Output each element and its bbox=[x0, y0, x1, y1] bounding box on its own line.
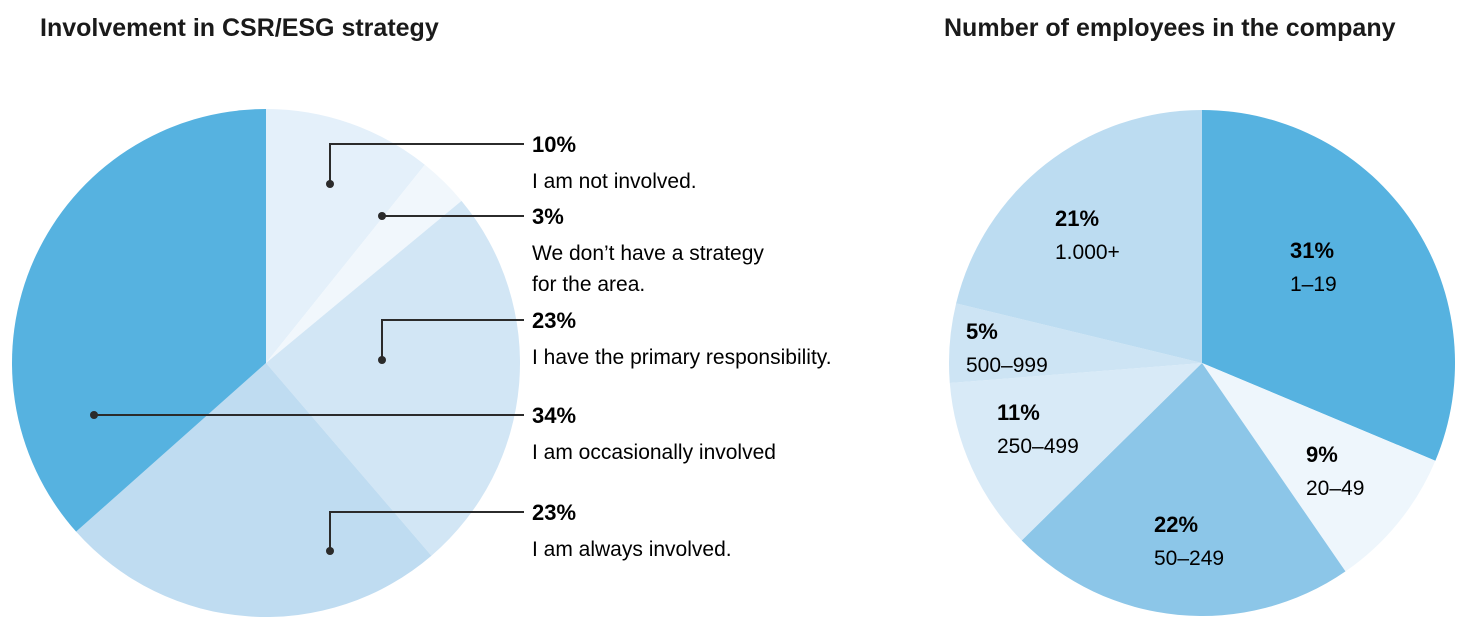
involvement-leader-line-2 bbox=[381, 319, 524, 360]
involvement-category-label-1-1: for the area. bbox=[532, 273, 645, 296]
employees-category-label-1: 20–49 bbox=[1306, 477, 1364, 500]
employees-slice-2 bbox=[1021, 363, 1346, 616]
employees-slice-5 bbox=[956, 110, 1202, 363]
employees-category-label-4: 500–999 bbox=[966, 354, 1048, 377]
involvement-category-label-1-0: We don’t have a strategy bbox=[532, 242, 764, 265]
employees-pct-label-2: 22% bbox=[1154, 512, 1198, 537]
employees-slice-3 bbox=[949, 363, 1202, 541]
involvement-pct-label-2: 23% bbox=[532, 308, 576, 333]
employees-category-label-3: 250–499 bbox=[997, 435, 1079, 458]
involvement-pct-label-4: 34% bbox=[532, 403, 576, 428]
involvement-category-label-0-0: I am not involved. bbox=[532, 170, 697, 193]
employees-pct-label-5: 21% bbox=[1055, 206, 1099, 231]
involvement-leader-dot-1 bbox=[378, 212, 386, 220]
involvement-slice-1 bbox=[266, 164, 462, 363]
involvement-leader-line-0 bbox=[329, 143, 524, 184]
involvement-slice-3 bbox=[76, 363, 432, 617]
involvement-pct-label-0: 10% bbox=[532, 132, 576, 157]
pie-employees: 31% 1–19 9% 20–49 22% 50–249 11% 250–499 5% 500–9… bbox=[949, 110, 1456, 616]
employees-category-label-2: 50–249 bbox=[1154, 547, 1224, 570]
involvement-leader-line-3 bbox=[329, 511, 524, 551]
involvement-leader-dot-0 bbox=[326, 180, 334, 188]
involvement-category-label-2-0: I have the primary responsibility. bbox=[532, 346, 832, 369]
involvement-pct-label-3: 23% bbox=[532, 500, 576, 525]
involvement-category-label-3-0: I am always involved. bbox=[532, 538, 732, 561]
pie-involvement: 10% I am not involved. 3% We don’t have a s… bbox=[12, 109, 832, 617]
employees-category-label-5: 1.000+ bbox=[1055, 241, 1120, 264]
involvement-category-label-4-0: I am occasionally involved bbox=[532, 441, 776, 464]
involvement-slice-2 bbox=[266, 200, 520, 556]
employees-pct-label-3: 11% bbox=[997, 400, 1040, 425]
involvement-slice-4 bbox=[12, 109, 266, 532]
employees-slice-1 bbox=[1202, 363, 1436, 572]
involvement-pct-label-1: 3% bbox=[532, 204, 564, 229]
involvement-leader-dot-4 bbox=[90, 411, 98, 419]
employees-pct-label-0: 31% bbox=[1290, 238, 1334, 263]
employees-slice-4 bbox=[949, 303, 1202, 384]
involvement-leader-dot-2 bbox=[378, 356, 386, 364]
employees-pct-label-1: 9% bbox=[1306, 442, 1338, 467]
chart-title-employees: Number of employees in the company bbox=[944, 14, 1396, 42]
employees-pct-label-4: 5% bbox=[966, 319, 998, 344]
involvement-slice-0 bbox=[266, 109, 425, 363]
involvement-leader-dot-3 bbox=[326, 547, 334, 555]
employees-slice-0 bbox=[1202, 110, 1456, 461]
employees-category-label-0: 1–19 bbox=[1290, 273, 1337, 296]
chart-title-involvement: Involvement in CSR/ESG strategy bbox=[40, 14, 439, 42]
